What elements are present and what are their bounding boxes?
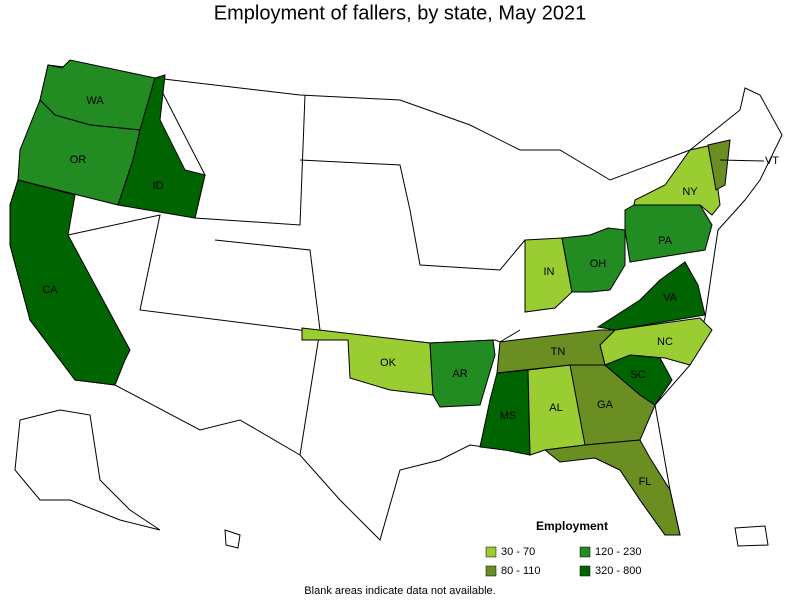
state [429, 339, 496, 408]
state [117, 74, 206, 219]
state-label: OK [380, 357, 397, 369]
legend: 30 - 70 80 - 110 120 - 230 320 - 800 [485, 546, 641, 577]
state [599, 317, 713, 366]
footnote: Blank areas indicate data not available. [304, 585, 495, 597]
state-label: SC [630, 369, 645, 381]
states: WA OR ID CA OK AR MS AL GA FL SC NC TN VA IN OH PA NY VT [9, 59, 779, 536]
state-label: VT [765, 155, 779, 167]
state-label: IN [544, 266, 555, 278]
state-label: CA [42, 284, 58, 296]
legend-swatch [485, 546, 497, 558]
legend-label: 80 - 110 [501, 565, 541, 577]
state-label: OH [590, 258, 607, 270]
alaska [14, 409, 161, 531]
leader-line [719, 159, 765, 162]
state [9, 179, 131, 386]
state [543, 439, 681, 536]
state [707, 139, 731, 191]
state-label: MS [500, 410, 517, 422]
state-label: ID [153, 180, 164, 192]
state-label: GA [597, 399, 614, 411]
state-label: NY [682, 186, 698, 198]
legend-swatch [485, 565, 497, 577]
legend-label: 30 - 70 [501, 546, 535, 558]
state-label: WA [86, 95, 104, 107]
state-label: FL [639, 476, 652, 488]
state [496, 329, 617, 374]
state [633, 144, 721, 216]
state-label: TN [551, 346, 566, 358]
legend-label: 120 - 230 [595, 546, 641, 558]
state-label: VA [663, 292, 678, 304]
legend-swatch [579, 565, 591, 577]
legend-label: 320 - 800 [595, 565, 641, 577]
state-label: AR [452, 368, 467, 380]
state [561, 227, 626, 293]
hawaii [224, 529, 241, 549]
state-borders [214, 239, 321, 456]
state-label: PA [658, 235, 673, 247]
state-borders [299, 159, 526, 271]
map-title: Employment of fallers, by state, May 202… [214, 2, 586, 24]
state-label: OR [70, 154, 87, 166]
legend-title: Employment [536, 519, 608, 533]
puerto-rico [734, 525, 769, 547]
state-label: NC [657, 336, 673, 348]
legend-swatch [579, 546, 591, 558]
state [596, 261, 706, 331]
state-label: AL [549, 402, 562, 414]
